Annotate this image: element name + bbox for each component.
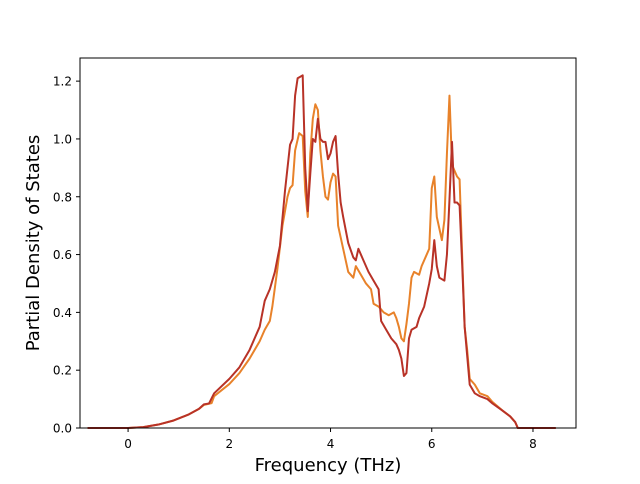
y-tick-label: 1.2 — [53, 75, 72, 89]
x-tick-label: 6 — [428, 437, 436, 451]
y-tick-label: 0.0 — [53, 422, 72, 436]
y-tick-label: 1.0 — [53, 132, 72, 146]
x-axis-label: Frequency (THz) — [255, 455, 402, 476]
y-tick-label: 0.4 — [53, 306, 72, 320]
series-layer — [87, 74, 556, 429]
y-axis-label: Partial Density of States — [23, 135, 44, 352]
y-tick-label: 0.6 — [53, 248, 72, 262]
y-tick-label: 0.8 — [53, 190, 72, 204]
x-tick-label: 0 — [124, 437, 132, 451]
x-ticks: 0 2 4 6 8 — [124, 428, 537, 451]
plot-frame — [79, 57, 577, 429]
y-ticks: 0.0 0.2 0.4 0.6 0.8 1.0 1.2 — [53, 75, 80, 436]
y-tick-label: 0.2 — [53, 364, 72, 378]
series-line-2 — [87, 74, 556, 429]
x-tick-label: 2 — [225, 437, 233, 451]
x-tick-label: 8 — [529, 437, 537, 451]
series-line-1 — [87, 94, 556, 429]
x-tick-label: 4 — [327, 437, 335, 451]
